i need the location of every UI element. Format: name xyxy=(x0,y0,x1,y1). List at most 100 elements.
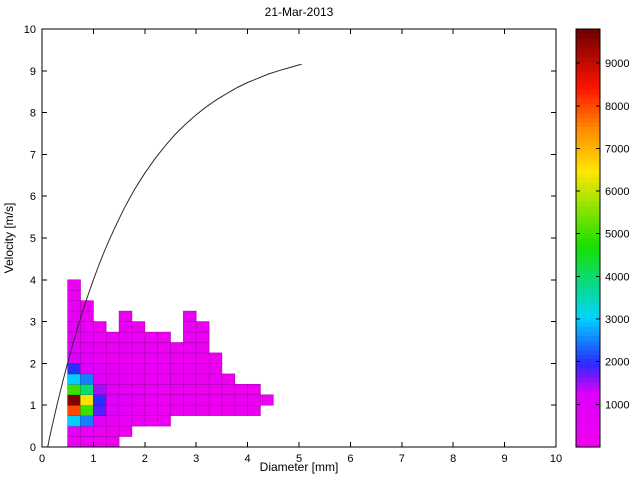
heatmap-cell xyxy=(67,279,81,291)
colorbar-swatch xyxy=(576,428,600,434)
colorbar-swatch xyxy=(576,261,600,267)
heatmap-cell xyxy=(183,373,197,385)
heatmap-cell xyxy=(93,404,107,416)
heatmap-cell xyxy=(157,383,171,395)
colorbar-tick-label: 7000 xyxy=(605,143,629,155)
heatmap-cell xyxy=(118,331,133,343)
y-tick-label: 8 xyxy=(30,108,36,120)
colorbar-swatch xyxy=(576,354,600,360)
heatmap-cell xyxy=(118,415,133,427)
colorbar-swatch xyxy=(576,61,600,67)
heatmap-cell xyxy=(67,425,81,437)
heatmap-cell xyxy=(208,394,223,406)
colorbar-swatch xyxy=(576,84,600,90)
colorbar-swatch xyxy=(576,293,600,299)
colorbar-swatch xyxy=(576,395,600,402)
colorbar-swatch xyxy=(576,196,600,202)
x-tick-label: 4 xyxy=(245,453,251,465)
heatmap-cell xyxy=(131,321,146,333)
heatmap-cell xyxy=(106,425,120,437)
colorbar-swatch xyxy=(576,442,600,448)
colorbar-swatch xyxy=(576,265,600,272)
heatmap-cell xyxy=(195,373,210,385)
heatmap-cell xyxy=(80,415,94,427)
heatmap-cell xyxy=(247,383,261,395)
colorbar-swatch xyxy=(576,172,600,179)
heatmap-cell xyxy=(247,394,261,406)
heatmap-cell xyxy=(93,373,107,385)
colorbar-swatch xyxy=(576,186,600,193)
colorbar-swatch xyxy=(576,182,600,188)
terminal-velocity-curve xyxy=(47,64,302,448)
heatmap-cell xyxy=(106,383,120,395)
colorbar-swatch xyxy=(576,363,600,369)
colorbar-tick-label: 5000 xyxy=(605,229,629,241)
heatmap-cell xyxy=(195,352,210,364)
heatmap-cell xyxy=(221,404,236,416)
colorbar-swatch xyxy=(576,405,600,411)
colorbar-tick-label: 2000 xyxy=(605,357,629,369)
x-tick-label: 6 xyxy=(347,453,353,465)
colorbar-swatch xyxy=(576,391,600,397)
colorbar-tick-label: 3000 xyxy=(605,314,629,326)
heatmap-cell xyxy=(157,415,171,427)
colorbar-swatch xyxy=(576,344,600,351)
colorbar-swatch xyxy=(576,381,600,388)
heatmap-cell xyxy=(208,363,223,375)
heatmap-cell xyxy=(80,425,94,437)
heatmap-cell xyxy=(157,363,171,375)
colorbar-swatch xyxy=(576,145,600,151)
colorbar-swatch xyxy=(576,214,600,221)
colorbar-swatch xyxy=(576,75,600,81)
colorbar-swatch xyxy=(576,38,600,44)
heatmap-cell xyxy=(144,363,158,375)
colorbar-swatch xyxy=(576,154,600,160)
colorbar-swatch xyxy=(576,312,600,318)
colorbar-swatch xyxy=(576,210,600,216)
colorbar-swatch xyxy=(576,126,600,132)
y-tick-label: 2 xyxy=(30,358,36,370)
heatmap-cell xyxy=(144,352,158,364)
colorbar-swatch xyxy=(576,298,600,304)
colorbar-swatch xyxy=(576,409,600,416)
colorbar-swatch xyxy=(576,52,600,58)
heatmap-cell xyxy=(67,404,81,416)
x-tick-label: 8 xyxy=(450,453,456,465)
heatmap-cell xyxy=(131,352,146,364)
heatmap-cell xyxy=(93,342,107,354)
colorbar-swatch xyxy=(576,330,600,337)
heatmap-cell xyxy=(118,373,133,385)
colorbar-swatch xyxy=(576,368,600,374)
heatmap-cell xyxy=(195,363,210,375)
colorbar-swatch xyxy=(576,433,600,439)
heatmap-cell xyxy=(183,352,197,364)
x-axis-label: Diameter [mm] xyxy=(260,460,339,474)
heatmap-cell xyxy=(234,383,249,395)
colorbar-swatch xyxy=(576,335,600,341)
heatmap-cell xyxy=(144,404,158,416)
heatmap-cell xyxy=(67,436,81,448)
heatmap-cell xyxy=(67,342,81,354)
heatmap-cell xyxy=(144,373,158,385)
heatmap-cell xyxy=(195,394,210,406)
heatmap-cell xyxy=(157,352,171,364)
y-tick-label: 10 xyxy=(24,24,36,36)
heatmap-cell xyxy=(170,394,184,406)
colorbar-swatch xyxy=(576,177,600,183)
y-tick-label: 0 xyxy=(30,442,36,454)
x-tick-label: 2 xyxy=(142,453,148,465)
heatmap-cell xyxy=(118,321,133,333)
colorbar-swatch xyxy=(576,94,600,100)
colorbar-swatch xyxy=(576,423,600,430)
axes: 0 1 2 3 4 5 6 7 8 9 10 0 1 2 3 4 5 6 7 8 9 10 xyxy=(24,24,562,465)
heatmap-cell xyxy=(221,383,236,395)
heatmap-cell xyxy=(131,363,146,375)
colorbar-swatch xyxy=(576,419,600,425)
colorbar-swatch xyxy=(576,149,600,155)
heatmap-cell xyxy=(144,331,158,343)
heatmap-cell xyxy=(80,321,94,333)
heatmap-cell xyxy=(106,363,120,375)
colorbar-tick-label: 9000 xyxy=(605,58,629,70)
